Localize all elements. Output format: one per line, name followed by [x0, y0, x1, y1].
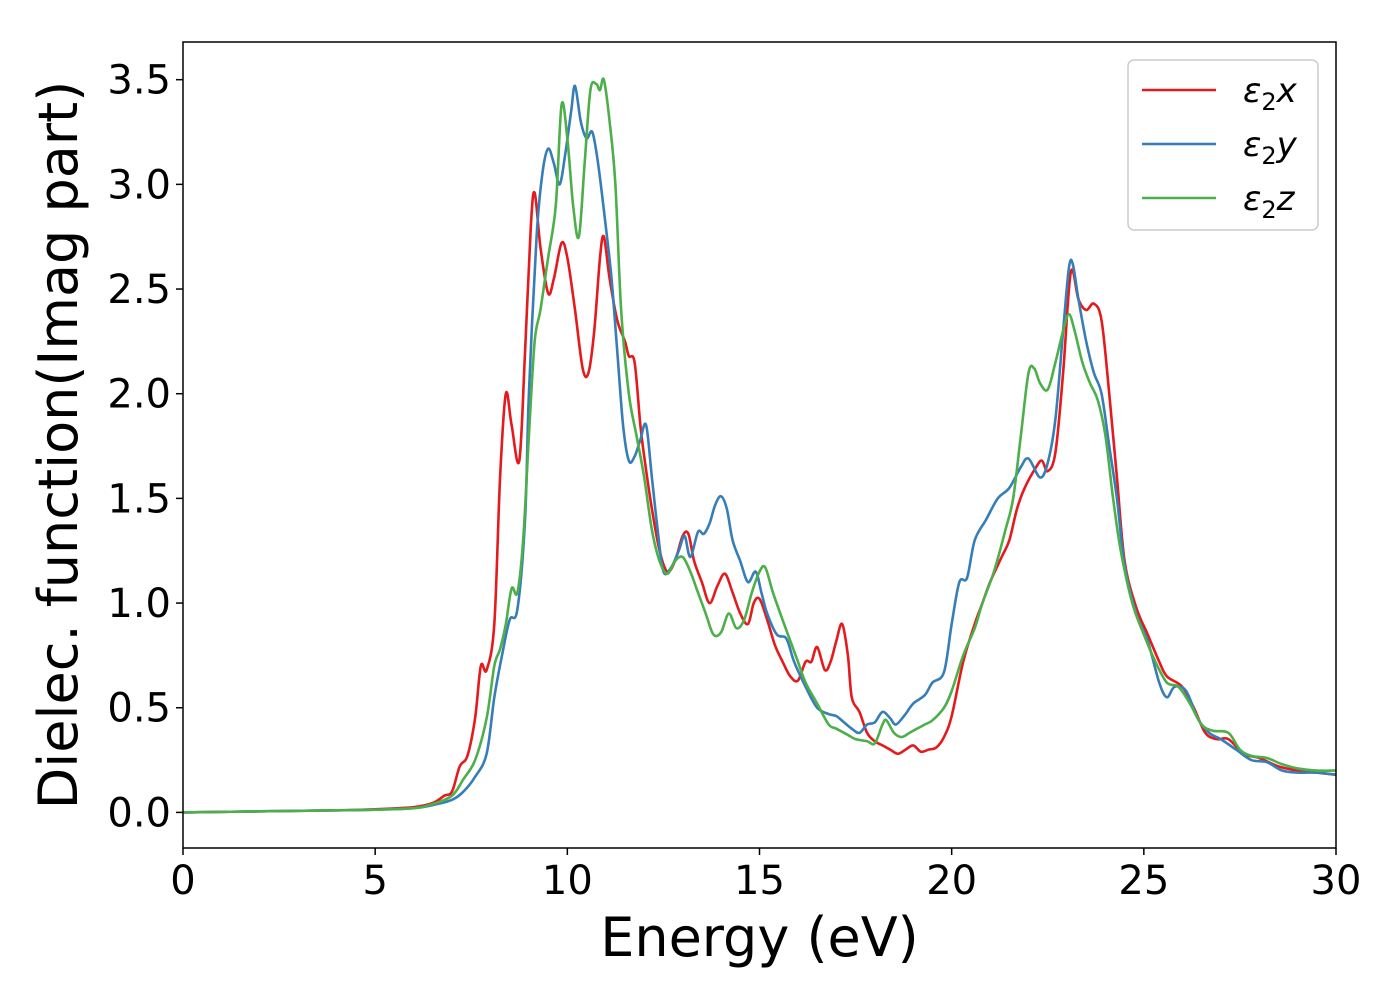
x-tick-label: 0 [170, 858, 195, 904]
legend-box [1127, 59, 1319, 231]
x-tick-label: 25 [1118, 858, 1169, 904]
legend-items: ε2x ε2y ε2z [1142, 71, 1298, 224]
y-tick-label: 3.5 [107, 58, 171, 104]
series-line-x [183, 190, 1336, 814]
y-tick-label: 2.0 [107, 372, 171, 418]
y-axis-ticks: 0.0 0.5 1.0 1.5 2.0 2.5 3.0 3.5 [107, 58, 183, 836]
y-axis-label: Dielec. function(Imag part) [27, 81, 90, 810]
y-tick-label: 1.0 [107, 581, 171, 627]
legend-label-x: ε2x [1243, 71, 1298, 116]
y-tick-label: 1.5 [107, 476, 171, 522]
x-tick-label: 30 [1311, 858, 1362, 904]
y-tick-label: 2.5 [107, 267, 171, 313]
series-line-y [183, 84, 1336, 814]
y-tick-label: 3.0 [107, 162, 171, 208]
x-axis-ticks: 0 5 10 15 20 25 30 [170, 848, 1361, 904]
legend: ε2x ε2y ε2z [1127, 59, 1319, 231]
y-tick-label: 0.0 [107, 790, 171, 836]
x-tick-label: 20 [926, 858, 977, 904]
legend-label-y: ε2y [1243, 125, 1298, 170]
x-tick-label: 5 [362, 858, 387, 904]
x-tick-label: 15 [734, 858, 785, 904]
x-axis-label: Energy (eV) [600, 906, 919, 969]
legend-label-z: ε2z [1243, 179, 1296, 224]
series-line-z [183, 77, 1336, 814]
x-tick-label: 10 [542, 858, 593, 904]
series-layer [183, 77, 1336, 814]
y-tick-label: 0.5 [107, 686, 171, 732]
